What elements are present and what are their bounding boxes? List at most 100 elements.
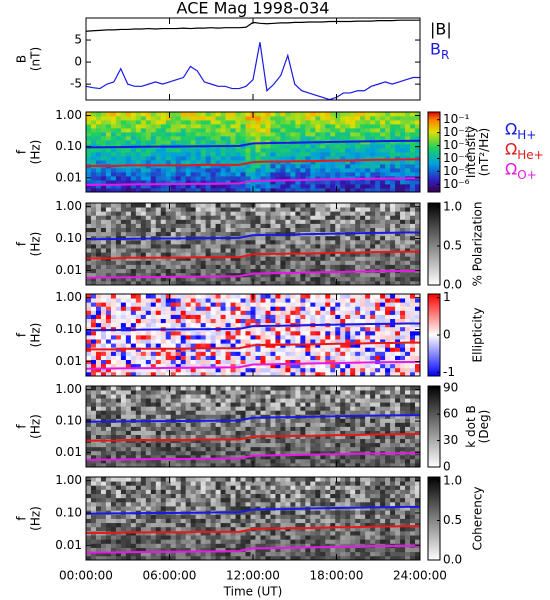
spectrogram-cell xyxy=(295,371,301,377)
spectrogram-cell xyxy=(170,136,177,141)
spectrogram-cell xyxy=(245,144,251,149)
spectrogram-cell xyxy=(135,207,142,212)
cyclotron-line xyxy=(85,177,421,186)
spectrogram-cell xyxy=(205,458,212,464)
spectrogram-cell xyxy=(220,339,226,344)
spectrogram-cell xyxy=(230,160,236,165)
spectrogram-cell xyxy=(365,298,371,303)
spectrogram-cell xyxy=(230,298,236,303)
spectrogram-cell xyxy=(320,363,326,369)
spectrogram-cell xyxy=(195,219,202,224)
spectrogram-cell xyxy=(90,335,97,340)
spectrogram-cell xyxy=(265,422,271,427)
spectrogram-cell xyxy=(400,363,406,369)
spectrogram-cell xyxy=(290,112,296,117)
spectrogram-cell xyxy=(150,298,157,303)
spectrogram-cell xyxy=(155,371,162,377)
spectrogram-cell xyxy=(180,359,187,365)
spectrogram-cell xyxy=(175,116,182,121)
spectrogram-cell xyxy=(415,244,421,249)
spectrogram-cell xyxy=(320,124,326,129)
spectrogram-cell xyxy=(245,227,251,233)
spectrogram-cell xyxy=(290,164,296,169)
spectrogram-cell xyxy=(95,176,102,181)
spectrogram-cell xyxy=(90,272,97,278)
spectrogram-cell xyxy=(405,223,411,228)
spectrogram-cell xyxy=(405,148,411,153)
spectrogram-cell xyxy=(315,156,321,161)
spectrogram-cell xyxy=(165,330,172,336)
spectrogram-cell xyxy=(160,112,167,117)
spectrogram-cell xyxy=(240,438,246,444)
spectrogram-cell xyxy=(370,314,376,319)
spectrogram-cell xyxy=(170,223,177,228)
spectrogram-cell xyxy=(180,310,187,315)
spectrogram-cell xyxy=(310,351,316,356)
spectrogram-cell xyxy=(185,252,192,257)
spectrogram-cell xyxy=(125,112,132,117)
spectrogram-cell xyxy=(255,398,261,403)
spectrogram-cell xyxy=(155,406,162,411)
spectrogram-cell xyxy=(230,414,236,419)
spectrogram-cell xyxy=(350,371,356,377)
spectrogram-cell xyxy=(180,367,187,373)
spectrogram-cell xyxy=(185,280,192,286)
spectrogram-cell xyxy=(190,132,197,137)
spectrogram-cell xyxy=(295,363,301,369)
spectrogram-cell xyxy=(105,264,112,269)
spectrogram-cell xyxy=(290,347,296,352)
spectrogram-cell xyxy=(190,330,197,336)
spectrogram-cell xyxy=(380,188,386,193)
spectrogram-cell xyxy=(325,280,331,286)
spectrogram-cell xyxy=(350,223,356,228)
spectrogram-cell xyxy=(175,272,182,278)
spectrogram-cell xyxy=(375,371,381,377)
spectrogram-cell xyxy=(235,302,241,307)
spectrogram-cell xyxy=(415,322,421,328)
spectrogram-cell xyxy=(160,306,167,311)
spectrogram-cell xyxy=(185,422,192,427)
spectrogram-cell xyxy=(285,260,291,265)
spectrogram-cell xyxy=(410,244,416,249)
spectrogram-cell xyxy=(90,450,97,456)
spectrogram-cell xyxy=(415,256,421,261)
spectrogram-cell xyxy=(115,152,122,157)
spectrogram-cell xyxy=(220,268,226,274)
spectrogram-cell xyxy=(345,252,351,257)
spectrogram-cell xyxy=(100,363,107,369)
spectrogram-cell xyxy=(255,418,261,423)
spectrogram-cell xyxy=(415,335,421,340)
spectrogram-cell xyxy=(330,207,336,212)
spectrogram-cell xyxy=(115,330,122,336)
spectrogram-cell xyxy=(275,347,281,352)
spectrogram-cell xyxy=(305,132,311,137)
spectrogram-cell xyxy=(200,339,207,344)
spectrogram-cell xyxy=(190,124,197,129)
spectrogram-cell xyxy=(90,132,97,137)
spectrogram-cell xyxy=(95,235,102,241)
spectrogram-cell xyxy=(235,426,241,431)
spectrogram-cell xyxy=(230,268,236,274)
spectrogram-cell xyxy=(320,223,326,228)
spectrogram-cell xyxy=(110,434,117,440)
spectrogram-cell xyxy=(290,152,296,157)
spectrogram-cell xyxy=(405,363,411,369)
spectrogram-cell xyxy=(410,343,416,348)
spectrogram-cell xyxy=(260,223,266,228)
spectrogram-cell xyxy=(365,116,371,121)
spectrogram-cell xyxy=(190,215,197,220)
spectrogram-cell xyxy=(250,136,256,141)
spectrogram-cell xyxy=(310,298,316,303)
spectrogram-cell xyxy=(220,363,226,369)
spectrogram-cell xyxy=(120,386,127,391)
colorbar-tick-label: 1.0 xyxy=(443,199,462,213)
spectrogram-cell xyxy=(140,343,147,348)
spectrogram-cell xyxy=(150,231,157,237)
spectrogram-cell xyxy=(325,144,331,149)
spectrogram-cell xyxy=(125,343,132,348)
spectrogram-cell xyxy=(86,310,92,315)
spectrogram-cell xyxy=(195,335,202,340)
spectrogram-cell xyxy=(350,335,356,340)
spectrogram-cell xyxy=(220,302,226,307)
spectrogram-cell xyxy=(315,215,321,220)
